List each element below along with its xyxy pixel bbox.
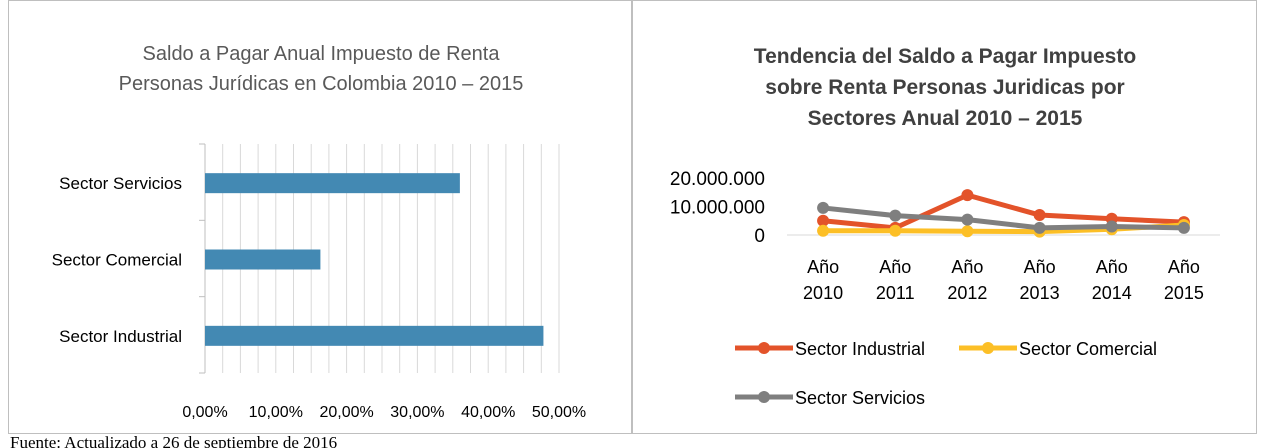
- legend-swatch-marker: [758, 342, 770, 354]
- footnote: Fuente: Actualizado a 26 de septiembre d…: [10, 436, 338, 448]
- series-line: [820, 205, 1187, 231]
- y-tick-label: 10.000.000: [670, 198, 765, 219]
- chart-title-line: Tendencia del Saldo a Pagar Impuesto: [754, 45, 1136, 68]
- x-tick-label: 2012: [947, 283, 987, 303]
- chart-title-line: sobre Renta Personas Juridicas por: [765, 76, 1124, 99]
- x-tick-label: 10,00%: [249, 404, 303, 421]
- data-point: [1177, 221, 1190, 234]
- chart-title-line: Sectores Anual 2010 – 2015: [808, 107, 1083, 130]
- data-point: [961, 189, 974, 202]
- data-point: [817, 201, 830, 214]
- legend-label: Sector Industrial: [795, 339, 925, 359]
- data-point: [1033, 221, 1046, 234]
- x-tick-label: 20,00%: [319, 404, 373, 421]
- series-line: [820, 192, 1187, 231]
- x-tick-label: Año: [1096, 257, 1128, 277]
- data-point: [961, 213, 974, 226]
- x-tick-label: 2014: [1092, 283, 1132, 303]
- data-point: [889, 209, 902, 222]
- data-point: [889, 224, 902, 237]
- x-tick-label: Año: [951, 257, 983, 277]
- category-label: Sector Servicios: [59, 174, 182, 193]
- x-tick-label: Año: [1168, 257, 1200, 277]
- legend-label: Sector Servicios: [795, 388, 925, 408]
- data-point: [1033, 209, 1046, 222]
- legend-swatch-marker: [982, 342, 994, 354]
- data-point: [817, 214, 830, 227]
- bar: [205, 173, 460, 194]
- chart-title-line: Personas Jurídicas en Colombia 2010 – 20…: [119, 73, 524, 95]
- y-tick-label: 20.000.000: [670, 169, 765, 190]
- line-chart: Tendencia del Saldo a Pagar Impuesto sobr…: [670, 45, 1220, 408]
- x-tick-label: 2010: [803, 283, 843, 303]
- category-label: Sector Comercial: [52, 251, 182, 270]
- bar: [205, 325, 544, 346]
- x-tick-label: 2011: [876, 283, 915, 303]
- x-tick-label: 2015: [1164, 283, 1204, 303]
- x-tick-label: 0,00%: [182, 404, 227, 421]
- y-tick-label: 0: [754, 226, 765, 247]
- data-point: [961, 225, 974, 238]
- bar-chart-panel: Saldo a Pagar Anual Impuesto de Renta Per…: [8, 0, 632, 434]
- x-tick-label: Año: [1024, 257, 1056, 277]
- data-point: [1105, 220, 1118, 233]
- bar-chart: Saldo a Pagar Anual Impuesto de Renta Per…: [52, 43, 587, 421]
- x-tick-label: 2013: [1020, 283, 1060, 303]
- x-tick-label: Año: [879, 257, 911, 277]
- x-tick-label: 30,00%: [390, 404, 444, 421]
- x-tick-label: Año: [807, 257, 839, 277]
- data-point: [817, 224, 830, 237]
- chart-title-line: Saldo a Pagar Anual Impuesto de Renta: [143, 43, 501, 65]
- bar: [205, 249, 321, 270]
- x-tick-label: 50,00%: [532, 404, 586, 421]
- x-tick-label: 40,00%: [461, 404, 515, 421]
- legend-label: Sector Comercial: [1019, 339, 1157, 359]
- line-chart-panel: Tendencia del Saldo a Pagar Impuesto sobr…: [632, 0, 1257, 434]
- category-label: Sector Industrial: [59, 327, 182, 346]
- legend-swatch-marker: [758, 391, 770, 403]
